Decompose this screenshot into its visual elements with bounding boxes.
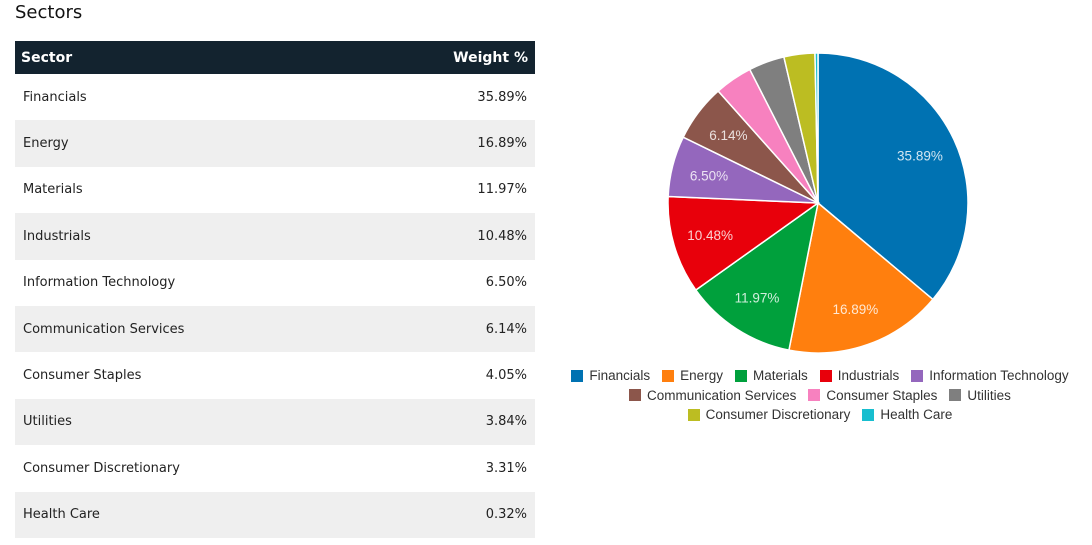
pie-slice-industrials bbox=[667, 195, 821, 292]
row-sector: Communication Services bbox=[23, 321, 185, 337]
pie-slice-energy bbox=[788, 201, 934, 354]
row-sector: Energy bbox=[23, 136, 69, 152]
table-row: Materials 11.97% bbox=[15, 166, 535, 214]
table-header: Sector Weight % bbox=[15, 41, 535, 74]
pie-slice-materials bbox=[694, 201, 820, 352]
legend-swatch bbox=[629, 389, 642, 402]
row-weight: 6.14% bbox=[485, 321, 527, 337]
row-weight: 4.05% bbox=[485, 368, 527, 384]
chart-legend: Financials Energy Materials Industrials Info… bbox=[560, 366, 1080, 425]
pie-label: 6.14% bbox=[709, 128, 747, 143]
legend-swatch bbox=[571, 369, 584, 382]
legend-swatch bbox=[949, 389, 962, 402]
legend-item[interactable]: Consumer Staples bbox=[808, 388, 937, 403]
legend-item[interactable]: Health Care bbox=[862, 407, 952, 422]
row-sector: Health Care bbox=[23, 507, 100, 523]
legend-swatch bbox=[819, 369, 832, 382]
row-weight: 3.31% bbox=[485, 460, 527, 476]
pie-slice-financials bbox=[817, 52, 969, 301]
row-weight: 6.50% bbox=[485, 275, 527, 291]
row-sector: Industrials bbox=[23, 228, 91, 244]
row-sector: Consumer Staples bbox=[23, 368, 142, 384]
legend-swatch bbox=[862, 408, 875, 421]
row-sector: Financials bbox=[23, 89, 87, 105]
row-sector: Information Technology bbox=[23, 275, 176, 291]
pie-label: 10.48% bbox=[687, 228, 733, 243]
legend-label: Financials bbox=[589, 368, 651, 384]
header-sector: Sector bbox=[21, 49, 73, 66]
table-row: Consumer Staples 4.05% bbox=[15, 352, 535, 399]
legend-swatch bbox=[808, 389, 821, 402]
legend-label: Utilities bbox=[967, 387, 1011, 403]
pie-slice-health-care bbox=[814, 52, 819, 204]
table-row: Consumer Discretionary 3.31% bbox=[15, 445, 535, 492]
pie-label: 6.50% bbox=[690, 168, 728, 183]
row-weight: 10.48% bbox=[477, 228, 527, 244]
legend-item[interactable]: Energy bbox=[662, 368, 723, 383]
legend-label: Health Care bbox=[880, 407, 953, 423]
row-weight: 16.89% bbox=[477, 136, 527, 152]
legend-item[interactable]: Materials bbox=[734, 368, 808, 384]
pie-label: 16.89% bbox=[832, 302, 878, 317]
row-sector: Consumer Discretionary bbox=[23, 460, 180, 476]
pie-label: 11.97% bbox=[735, 291, 780, 306]
legend-swatch bbox=[911, 369, 924, 382]
legend-label: Information Technology bbox=[929, 368, 1069, 384]
row-weight: 0.32% bbox=[485, 507, 527, 523]
table-row: Financials 35.89% bbox=[15, 74, 535, 121]
legend-label: Industrials bbox=[837, 368, 900, 384]
table-row: Health Care 0.32% bbox=[15, 491, 535, 538]
legend-swatch bbox=[734, 369, 747, 382]
row-weight: 11.97% bbox=[477, 182, 527, 198]
table-row: Communication Services 6.14% bbox=[15, 305, 535, 353]
legend-item[interactable]: Financials bbox=[571, 368, 650, 383]
table-row: Industrials 10.48% bbox=[15, 213, 535, 260]
legend-item[interactable]: Industrials bbox=[819, 368, 900, 384]
legend-item[interactable]: Utilities bbox=[949, 388, 1011, 403]
table-row: Energy 16.89% bbox=[15, 120, 535, 167]
header-weight: Weight % bbox=[453, 49, 528, 66]
row-sector: Utilities bbox=[23, 414, 72, 430]
legend-item[interactable]: Consumer Discretionary bbox=[687, 407, 851, 423]
row-sector: Materials bbox=[23, 182, 83, 198]
legend-swatch bbox=[662, 369, 675, 382]
sector-table: Sector Weight % Financials 35.89% Energy 16… bbox=[15, 41, 535, 538]
legend-label: Energy bbox=[680, 368, 723, 384]
row-weight: 35.89% bbox=[477, 89, 527, 105]
section-title: Sectors bbox=[15, 2, 83, 23]
table-row: Utilities 3.84% bbox=[15, 398, 535, 446]
legend-label: Materials bbox=[752, 368, 808, 384]
sector-pie-chart: 35.89% 16.89% 11.97% 10.48% 6.50% 6.14% bbox=[667, 52, 969, 354]
table-row: Information Technology 6.50% bbox=[15, 259, 535, 306]
legend-item[interactable]: Communication Services bbox=[629, 388, 796, 403]
pie-label: 35.89% bbox=[897, 148, 943, 163]
legend-label: Communication Services bbox=[647, 387, 797, 403]
legend-item[interactable]: Information Technology bbox=[911, 368, 1069, 384]
row-weight: 3.84% bbox=[485, 414, 527, 430]
legend-label: Consumer Staples bbox=[826, 387, 938, 403]
legend-label: Consumer Discretionary bbox=[705, 407, 851, 423]
legend-swatch bbox=[687, 408, 700, 421]
